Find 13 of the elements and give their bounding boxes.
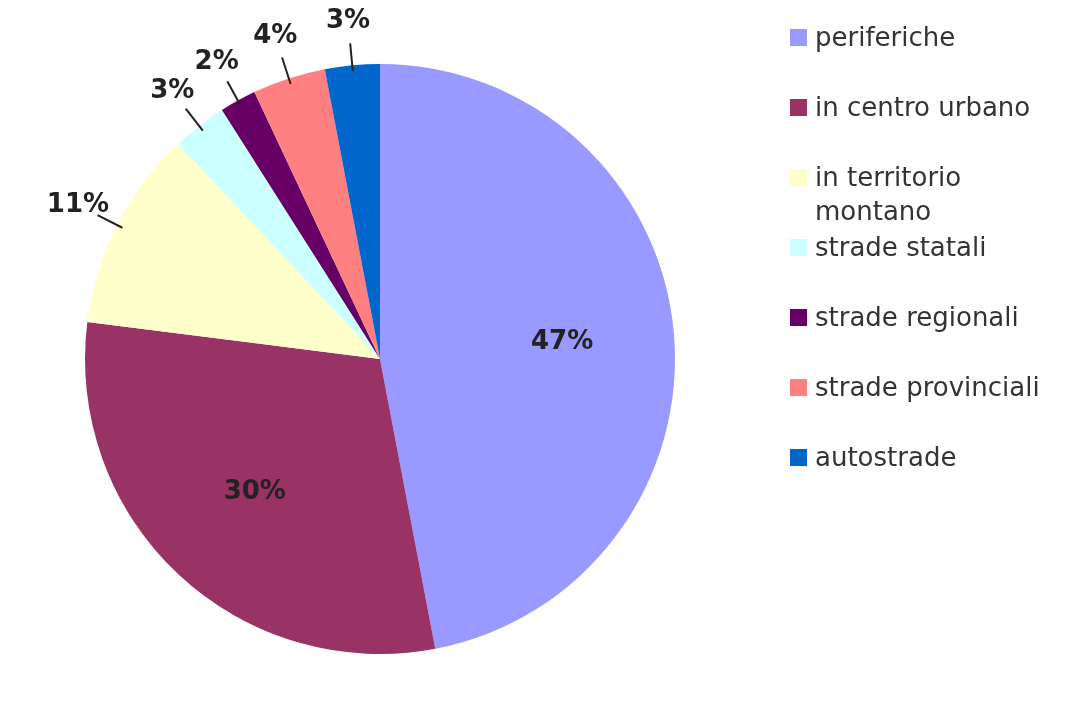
legend-label: strade regionali xyxy=(815,301,1019,334)
legend-label: periferiche xyxy=(815,21,956,54)
data-label: 4% xyxy=(253,19,298,50)
data-label: 11% xyxy=(46,187,110,218)
data-label: 47% xyxy=(530,324,594,355)
legend-label: in centro urbano xyxy=(815,91,1031,124)
data-label: 2% xyxy=(194,44,239,75)
data-label: 3% xyxy=(150,73,195,104)
legend-label: strade provinciali xyxy=(815,371,1040,404)
data-label: 30% xyxy=(223,475,286,506)
data-label: 3% xyxy=(326,4,371,35)
legend-label: autostrade xyxy=(815,441,957,474)
legend-label: strade statali xyxy=(815,231,987,264)
